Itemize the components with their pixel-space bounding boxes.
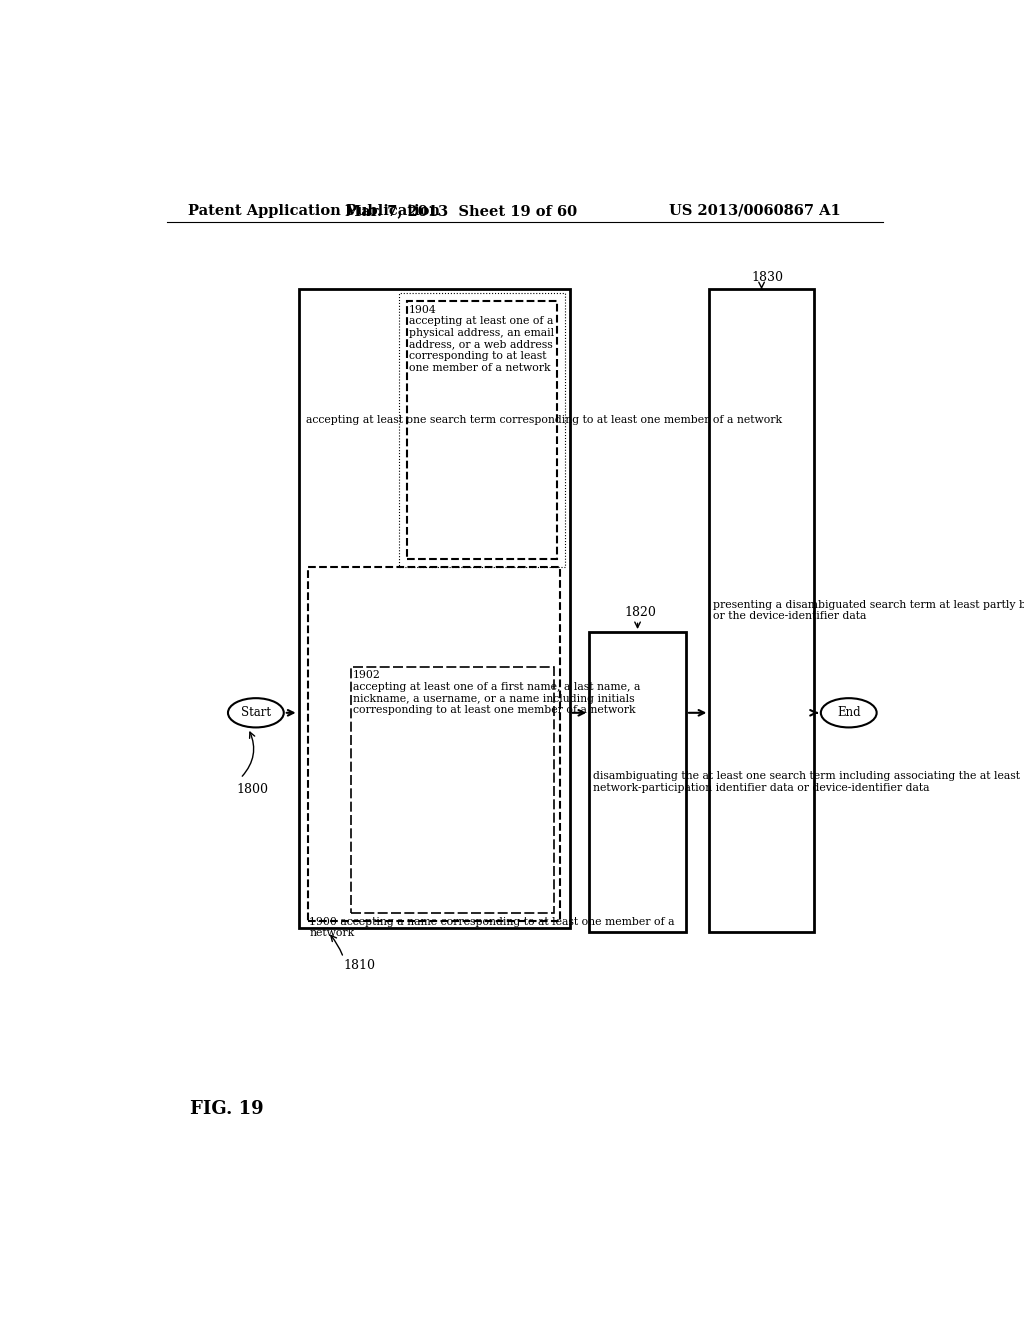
Text: disambiguating the at least one search term including associating the at least o: disambiguating the at least one search t…: [593, 771, 1024, 793]
Text: 1830: 1830: [752, 271, 784, 284]
Bar: [589, 632, 686, 932]
Bar: [351, 667, 554, 913]
Text: US 2013/0060867 A1: US 2013/0060867 A1: [670, 203, 841, 218]
Bar: [399, 293, 565, 566]
Text: Mar. 7, 2013  Sheet 19 of 60: Mar. 7, 2013 Sheet 19 of 60: [345, 203, 578, 218]
Text: accepting at least one search term corresponding to at least one member of a net: accepting at least one search term corre…: [306, 416, 782, 425]
Text: 1810: 1810: [343, 958, 376, 972]
Text: presenting a disambiguated search term at least partly based on at least one of : presenting a disambiguated search term a…: [713, 599, 1024, 622]
Text: 1800: 1800: [237, 783, 268, 796]
Text: FIG. 19: FIG. 19: [190, 1101, 263, 1118]
Text: Patent Application Publication: Patent Application Publication: [188, 203, 440, 218]
Text: 1902
accepting at least one of a first name, a last name, a
nickname, a username: 1902 accepting at least one of a first n…: [352, 671, 640, 715]
Text: End: End: [837, 706, 860, 719]
Text: 1904
accepting at least one of a
physical address, an email
address, or a web ad: 1904 accepting at least one of a physica…: [409, 305, 554, 372]
Bar: [308, 566, 560, 921]
Text: 1900 accepting a name corresponding to at least one member of a
network: 1900 accepting a name corresponding to a…: [309, 917, 675, 939]
Bar: [710, 289, 814, 932]
Text: 1820: 1820: [624, 606, 656, 619]
Bar: [299, 289, 569, 928]
Bar: [407, 301, 557, 558]
Text: Start: Start: [241, 706, 271, 719]
